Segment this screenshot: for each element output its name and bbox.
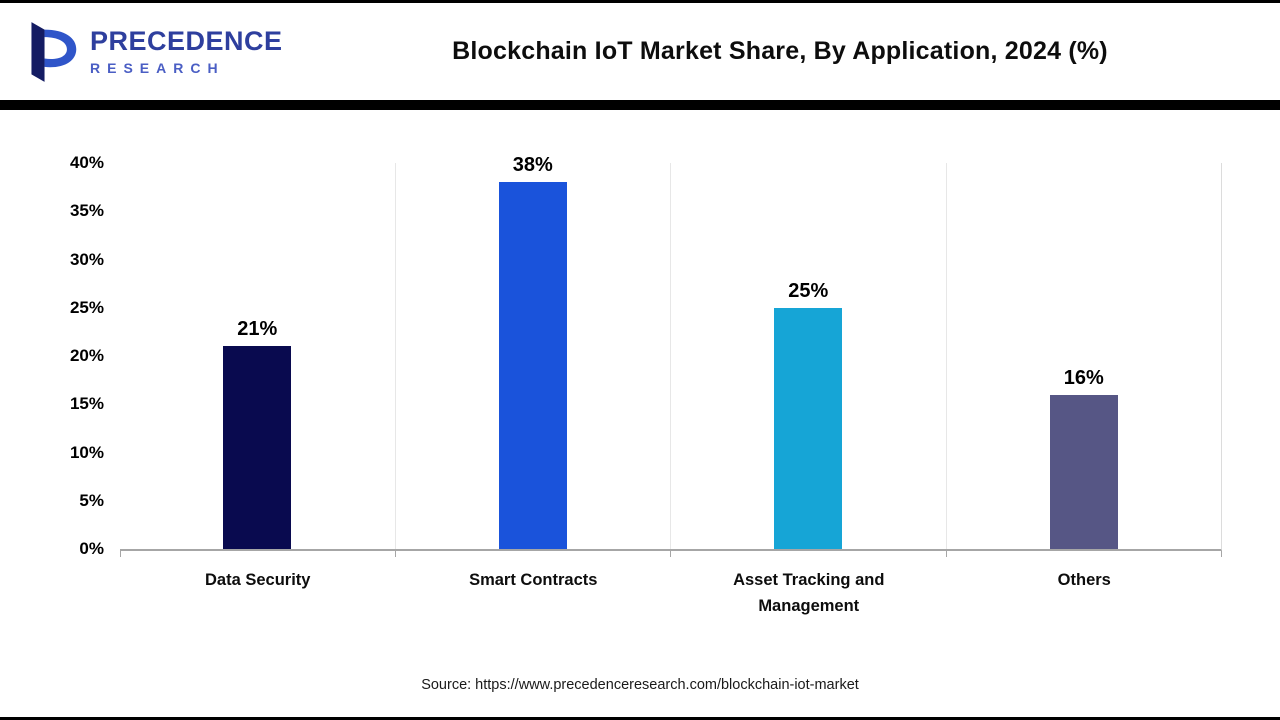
category-label: Asset Tracking and Management: [733, 571, 885, 616]
header: PRECEDENCE RESEARCH Blockchain IoT Marke…: [0, 3, 1280, 100]
bar: [1049, 394, 1118, 549]
bar-column-1: 21%: [120, 163, 396, 549]
y-axis-label: 30%: [69, 249, 104, 269]
x-axis-category-labels: Data Security Smart Contracts Asset Tracki…: [120, 567, 1222, 620]
bar-column-2: 38%: [396, 154, 671, 549]
header-divider: [0, 100, 1280, 110]
y-axis-label: 15%: [69, 394, 104, 414]
y-axis-label: 10%: [69, 442, 104, 462]
title-wrap: Blockchain IoT Market Share, By Applicat…: [324, 37, 1256, 66]
category-label: Others: [1057, 571, 1111, 589]
axis-tick-cell: [671, 551, 947, 557]
bar-value-label: 38%: [512, 154, 553, 177]
y-axis-label: 35%: [69, 201, 104, 221]
plot-area: 21% 38% 25% 16%: [120, 154, 1222, 551]
y-axis-label: 25%: [69, 297, 104, 317]
chart-title: Blockchain IoT Market Share, By Applicat…: [452, 37, 1108, 65]
y-axis-label: 0%: [79, 539, 104, 558]
bar-chart: 0% 5% 10% 15% 20% 25% 30% 35% 40% 21% 38% 25% 16% D…: [0, 153, 1280, 620]
source-line: Source: https://www.precedenceresearch.c…: [0, 677, 1280, 717]
logo: PRECEDENCE RESEARCH: [24, 21, 324, 83]
bar-column-3: 25%: [671, 163, 947, 549]
y-axis: 0% 5% 10% 15% 20% 25% 30% 35% 40%: [0, 153, 120, 558]
x-axis-ticks: [120, 551, 1222, 557]
y-axis-label: 40%: [69, 153, 104, 172]
y-axis-label: 5%: [79, 490, 104, 510]
bar: [774, 307, 843, 549]
precedence-logo-icon: [31, 21, 77, 82]
bar-value-label: 16%: [1063, 366, 1104, 389]
axis-tick-cell: [120, 551, 396, 557]
bar-value-label: 21%: [237, 318, 278, 341]
bar-column-4: 16%: [947, 163, 1222, 549]
y-axis-label: 20%: [69, 346, 104, 365]
logo-subname: RESEARCH: [90, 60, 225, 76]
category-label: Data Security: [205, 571, 311, 589]
bar: [498, 182, 567, 549]
bar-value-label: 25%: [788, 279, 829, 302]
logo-text: PRECEDENCE RESEARCH: [90, 26, 283, 76]
axis-tick-cell: [947, 551, 1222, 557]
logo-name: PRECEDENCE: [90, 26, 283, 56]
axis-tick-cell: [396, 551, 671, 557]
chart-row: 0% 5% 10% 15% 20% 25% 30% 35% 40% 21% 38% 25% 16%: [0, 153, 1280, 558]
source-text: Source: https://www.precedenceresearch.c…: [421, 677, 859, 693]
category-label: Smart Contracts: [469, 571, 598, 589]
bar: [223, 346, 292, 549]
